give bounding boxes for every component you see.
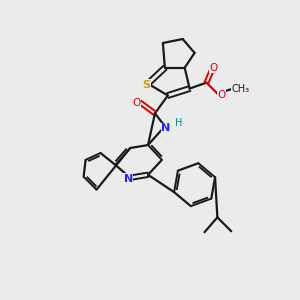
Text: N: N bbox=[161, 123, 170, 133]
Text: H: H bbox=[175, 118, 182, 128]
Text: O: O bbox=[209, 63, 217, 73]
Text: O: O bbox=[217, 89, 226, 100]
Text: O: O bbox=[132, 98, 140, 108]
Text: N: N bbox=[124, 174, 133, 184]
Text: CH₃: CH₃ bbox=[231, 84, 249, 94]
Text: S: S bbox=[142, 80, 150, 90]
